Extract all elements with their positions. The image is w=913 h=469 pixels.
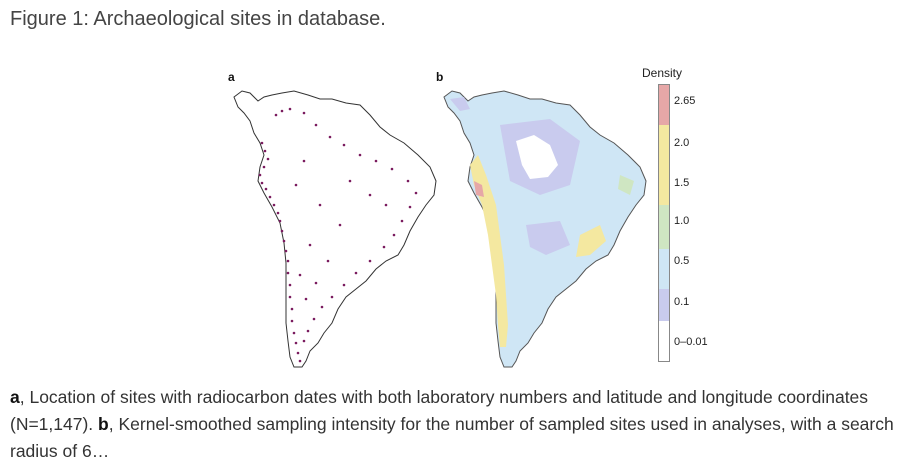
legend-tick: 0.5	[674, 255, 690, 267]
panel-a-label: a	[228, 70, 235, 84]
scale-segment-green	[659, 205, 669, 249]
legend-tick: 0.1	[674, 296, 690, 308]
legend-tick: 0–0.01	[674, 336, 708, 348]
legend-title: Density	[642, 66, 683, 80]
caption-b-text: , Kernel-smoothed sampling intensity for…	[10, 414, 894, 461]
density-color-scale	[658, 84, 670, 362]
site-locations-map	[233, 90, 437, 368]
figure-image: a b Densit	[228, 66, 708, 368]
legend-tick: 1.5	[674, 177, 690, 189]
figure-title: Figure 1: Archaeological sites in databa…	[10, 8, 386, 30]
legend-tick: 2.65	[674, 95, 696, 107]
legend-tick: 1.0	[674, 215, 690, 227]
caption-b-label: b	[98, 414, 109, 434]
scale-segment-light-blue	[659, 249, 669, 289]
figure-caption: a, Location of sites with radiocarbon da…	[10, 384, 903, 465]
panel-b-label: b	[436, 70, 444, 84]
scale-segment-white	[659, 321, 669, 361]
scale-segment-lavender	[659, 289, 669, 321]
caption-a-text: , Location of sites with radiocarbon dat…	[10, 387, 869, 434]
scale-segment-top	[659, 85, 669, 125]
caption-a-label: a	[10, 387, 20, 407]
density-map	[443, 90, 647, 368]
scale-segment-yellow	[659, 125, 669, 205]
legend-tick: 2.0	[674, 137, 690, 149]
